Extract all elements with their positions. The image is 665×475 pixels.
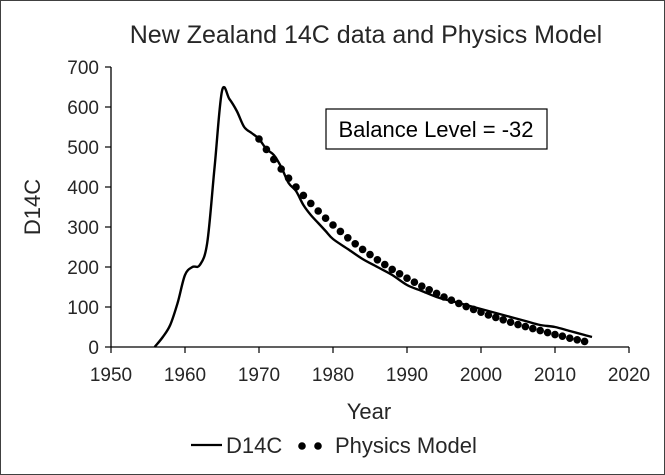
- physics-model-point: [469, 305, 478, 314]
- physics-model-point: [314, 207, 323, 215]
- physics-model-point: [529, 324, 537, 333]
- physics-model-point: [425, 286, 434, 294]
- x-tick-label: 2010: [534, 365, 576, 386]
- annotation-box: Balance Level = -32: [325, 108, 548, 150]
- physics-model-point: [284, 174, 293, 182]
- physics-model-point: [521, 322, 530, 331]
- physics-model-point: [277, 165, 286, 173]
- physics-model-point: [344, 234, 352, 242]
- legend-item-d14c: D14C: [191, 433, 282, 458]
- annotation-text: Balance Level = -32: [338, 117, 533, 142]
- physics-model-point: [484, 311, 493, 319]
- y-tick-label: 500: [67, 138, 99, 159]
- physics-model-point: [321, 214, 330, 222]
- legend-label-d14c: D14C: [226, 433, 282, 458]
- physics-model-point: [358, 245, 367, 254]
- physics-model-point: [403, 274, 411, 283]
- legend-swatch-dot-2: [314, 442, 322, 450]
- physics-model-point: [573, 336, 581, 344]
- physics-model-point: [514, 320, 522, 329]
- physics-model-point: [440, 293, 448, 301]
- physics-model-point: [506, 318, 515, 327]
- y-axis-title: D14C: [20, 179, 45, 235]
- legend-swatch-dot-1: [298, 442, 306, 450]
- physics-model-point: [566, 334, 574, 343]
- legend: D14C Physics Model: [191, 433, 477, 458]
- legend-item-physics-model: Physics Model: [298, 433, 477, 458]
- physics-model-point: [299, 191, 308, 200]
- x-tick-label: 1990: [386, 365, 428, 386]
- physics-model-point: [336, 227, 345, 236]
- x-tick-label: 2020: [608, 365, 650, 386]
- physics-model-point: [381, 260, 389, 269]
- x-tick-label: 1960: [164, 365, 206, 386]
- physics-model-point: [432, 289, 441, 298]
- x-tick-label: 1980: [312, 365, 354, 386]
- physics-model-point: [255, 135, 263, 143]
- physics-model-point: [373, 255, 382, 264]
- series-line-d14c: [153, 85, 593, 348]
- physics-model-point: [388, 265, 397, 274]
- physics-model-point: [366, 250, 374, 259]
- physics-model-point: [395, 270, 404, 278]
- physics-model-point: [351, 240, 360, 248]
- physics-model-point: [558, 332, 567, 341]
- y-tick-label: 400: [67, 178, 99, 199]
- physics-model-point: [499, 316, 508, 324]
- y-tick-label: 300: [67, 218, 99, 239]
- y-tick-label: 600: [67, 98, 99, 119]
- legend-label-physics-model: Physics Model: [335, 433, 477, 458]
- physics-model-point: [292, 183, 300, 191]
- physics-model-point: [307, 199, 315, 208]
- physics-model-point: [536, 326, 544, 335]
- physics-model-point: [410, 278, 419, 287]
- annotation-border: [325, 108, 548, 150]
- physics-model-point: [455, 299, 463, 308]
- physics-model-point: [447, 296, 456, 305]
- physics-model-point: [492, 313, 500, 322]
- physics-model-point: [262, 145, 271, 154]
- series-layer: [153, 85, 593, 348]
- x-axis-ticks: 1950 1960 1970 1980 1990 2000 2010 2020: [90, 347, 650, 386]
- physics-model-point: [418, 282, 426, 291]
- y-tick-label: 200: [67, 258, 99, 279]
- physics-model-point: [477, 308, 485, 317]
- x-tick-label: 2000: [460, 365, 502, 386]
- y-tick-label: 0: [88, 338, 99, 359]
- x-tick-label: 1950: [90, 365, 132, 386]
- physics-model-point: [462, 302, 471, 311]
- y-tick-label: 700: [67, 58, 99, 79]
- physics-model-point: [551, 330, 559, 339]
- chart-title: New Zealand 14C data and Physics Model: [130, 21, 603, 49]
- physics-model-point: [543, 328, 552, 337]
- x-axis-title: Year: [347, 399, 391, 424]
- y-tick-label: 100: [67, 298, 99, 319]
- physics-model-point: [270, 155, 278, 164]
- y-axis-ticks: 0 100 200 300 400 500 600 700: [67, 58, 111, 359]
- x-tick-label: 1970: [238, 365, 280, 386]
- physics-model-point: [580, 337, 589, 346]
- physics-model-point: [329, 221, 337, 229]
